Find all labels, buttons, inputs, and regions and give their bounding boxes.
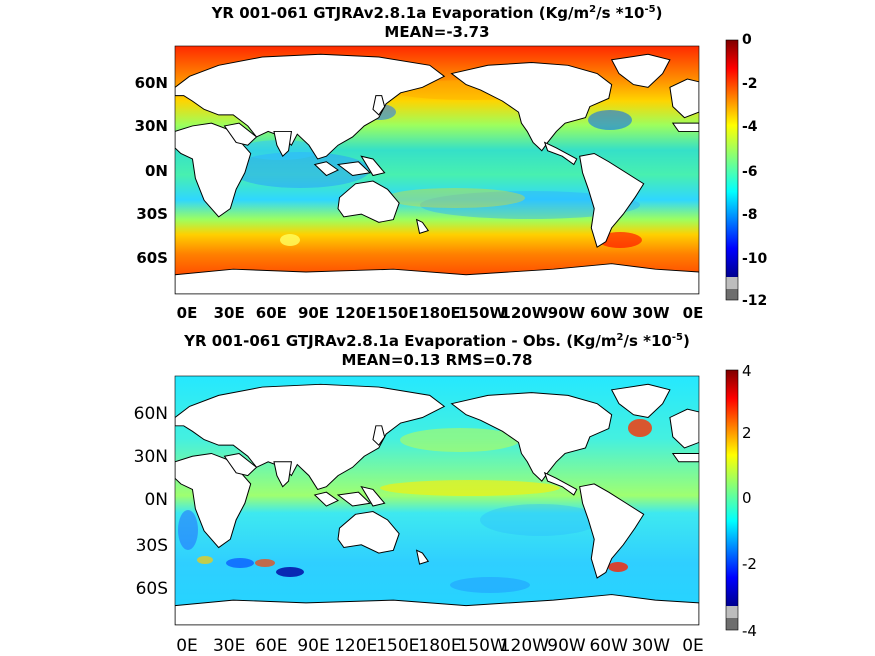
bottom-lon-tick: 150E bbox=[376, 636, 419, 656]
bottom-cb-2: 2 bbox=[742, 424, 752, 442]
bottom-title-line2: MEAN=0.13 RMS=0.78 bbox=[342, 351, 533, 369]
top-colorbar-gradient bbox=[726, 40, 738, 277]
bottom-cb-m4: -4 bbox=[742, 622, 757, 640]
top-lat-60N: 60N bbox=[135, 74, 168, 92]
top-cb-m8: -8 bbox=[742, 207, 758, 223]
top-title-line1: YR 001-061 GTJRAv2.8.1a Evaporation (Kg/… bbox=[211, 4, 663, 22]
top-lon-tick: 30E bbox=[214, 304, 245, 322]
top-lon-tick: 120W bbox=[500, 304, 548, 322]
top-colorbar-under-gray bbox=[726, 277, 738, 289]
bottom-lon-tick: 120W bbox=[500, 636, 549, 656]
bottom-lon-tick: 0E bbox=[682, 636, 704, 656]
top-lat-30S: 30S bbox=[136, 205, 168, 223]
top-lon-tick: 30W bbox=[632, 304, 670, 322]
top-lat-30N: 30N bbox=[135, 117, 168, 135]
top-title-line2: MEAN=-3.73 bbox=[384, 23, 489, 41]
bottom-lat-0N: 0N bbox=[144, 490, 168, 510]
bottom-lat-ticks: 60N 30N 0N 30S 60S bbox=[134, 404, 168, 599]
bottom-lon-tick: 30E bbox=[213, 636, 245, 656]
top-lon-tick: 60E bbox=[256, 304, 287, 322]
bottom-colorbar-under-dark bbox=[726, 618, 738, 630]
bottom-lon-tick: 150W bbox=[458, 636, 507, 656]
bottom-colorbar-gradient bbox=[726, 370, 738, 606]
bottom-cb-4: 4 bbox=[742, 362, 752, 380]
top-map bbox=[175, 46, 699, 294]
top-cb-0: 0 bbox=[742, 32, 752, 48]
top-colorbar: 0 -2 -4 -6 -8 -10 -12 bbox=[725, 32, 768, 309]
top-lon-tick: 150E bbox=[377, 304, 419, 322]
top-lon-tick: 150W bbox=[458, 304, 506, 322]
top-panel: YR 001-061 GTJRAv2.8.1a Evaporation (Kg/… bbox=[135, 4, 768, 322]
bottom-map bbox=[175, 376, 699, 625]
bottom-cb-0: 0 bbox=[742, 489, 752, 507]
bottom-lon-tick: 0E bbox=[176, 636, 198, 656]
top-lon-tick: 90E bbox=[298, 304, 329, 322]
bottom-lon-tick: 30W bbox=[632, 636, 671, 656]
bottom-lon-tick: 120E bbox=[334, 636, 377, 656]
bottom-lon-tick: 60W bbox=[589, 636, 628, 656]
top-lon-tick: 0E bbox=[683, 304, 704, 322]
top-cb-m4: -4 bbox=[742, 119, 758, 135]
top-lat-ticks: 60N 30N 0N 30S 60S bbox=[135, 74, 168, 267]
top-cb-m12: -12 bbox=[742, 293, 767, 309]
top-cb-m6: -6 bbox=[742, 164, 758, 180]
bottom-lon-tick: 60E bbox=[255, 636, 287, 656]
top-lon-tick: 180E bbox=[419, 304, 461, 322]
bottom-lon-tick: 90W bbox=[547, 636, 586, 656]
top-lon-tick: 60W bbox=[590, 304, 628, 322]
bottom-colorbar-under-gray bbox=[726, 606, 738, 618]
bottom-lat-30S: 30S bbox=[136, 536, 168, 556]
bottom-lon-tick: 180E bbox=[418, 636, 461, 656]
top-cb-m2: -2 bbox=[742, 76, 758, 92]
bottom-panel: YR 001-061 GTJRAv2.8.1a Evaporation - Ob… bbox=[134, 332, 757, 656]
bottom-title-line1: YR 001-061 GTJRAv2.8.1a Evaporation - Ob… bbox=[183, 332, 690, 350]
top-lon-tick: 90W bbox=[548, 304, 586, 322]
bottom-lat-30N: 30N bbox=[134, 447, 168, 467]
bottom-lat-60N: 60N bbox=[134, 404, 168, 424]
top-lon-tick: 0E bbox=[177, 304, 198, 322]
top-colorbar-under-dark bbox=[726, 289, 738, 300]
bottom-lon-tick: 90E bbox=[297, 636, 329, 656]
top-lat-60S: 60S bbox=[136, 249, 168, 267]
bottom-lat-60S: 60S bbox=[136, 579, 168, 599]
bottom-colorbar: 4 2 0 -2 -4 bbox=[725, 362, 757, 640]
bottom-cb-m2: -2 bbox=[742, 555, 757, 573]
top-lat-0N: 0N bbox=[145, 162, 168, 180]
top-cb-m10: -10 bbox=[742, 251, 768, 267]
top-lon-tick: 120E bbox=[335, 304, 377, 322]
